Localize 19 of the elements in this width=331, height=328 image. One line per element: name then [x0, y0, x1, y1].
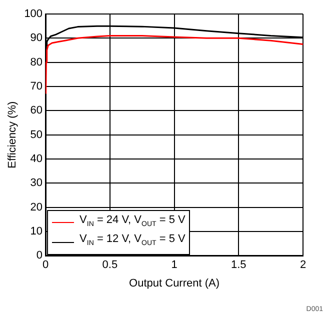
y-tick-label: 80	[30, 56, 43, 68]
y-tick-label: 90	[30, 32, 43, 44]
y-tick-label: 70	[30, 80, 43, 93]
y-tick-label: 40	[30, 152, 43, 165]
y-tick-label: 0	[36, 250, 43, 262]
x-axis-title: Output Current (A)	[129, 277, 220, 290]
x-tick-label: 2	[300, 259, 306, 272]
y-tick-label: 50	[30, 128, 43, 141]
x-tick-label: 0.5	[102, 259, 118, 272]
x-tick-label: 1	[171, 259, 178, 272]
legend-label: V$_{IN}$ = 12 V, V$_{OUT}$ = 5 V	[80, 232, 186, 250]
y-tick-label: 60	[30, 104, 43, 117]
y-axis-title: Efficiency (%)	[6, 101, 19, 168]
y-tick-label: 100	[24, 8, 43, 20]
x-tick-label: 1.5	[230, 259, 246, 272]
legend-label: V$_{IN}$ = 24 V, V$_{OUT}$ = 5 V	[80, 213, 186, 230]
y-tick-label: 20	[30, 201, 43, 214]
y-tick-label: 30	[30, 177, 43, 190]
y-tick-label: 10	[30, 225, 43, 238]
